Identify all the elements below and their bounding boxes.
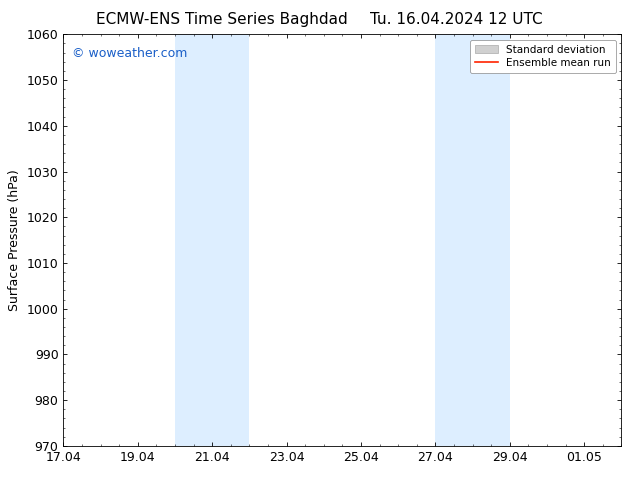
Text: Tu. 16.04.2024 12 UTC: Tu. 16.04.2024 12 UTC xyxy=(370,12,543,27)
Bar xyxy=(175,34,249,446)
Text: ECMW-ENS Time Series Baghdad: ECMW-ENS Time Series Baghdad xyxy=(96,12,348,27)
Legend: Standard deviation, Ensemble mean run: Standard deviation, Ensemble mean run xyxy=(470,40,616,73)
Bar xyxy=(436,34,510,446)
Text: © woweather.com: © woweather.com xyxy=(72,47,187,60)
Y-axis label: Surface Pressure (hPa): Surface Pressure (hPa) xyxy=(8,169,21,311)
